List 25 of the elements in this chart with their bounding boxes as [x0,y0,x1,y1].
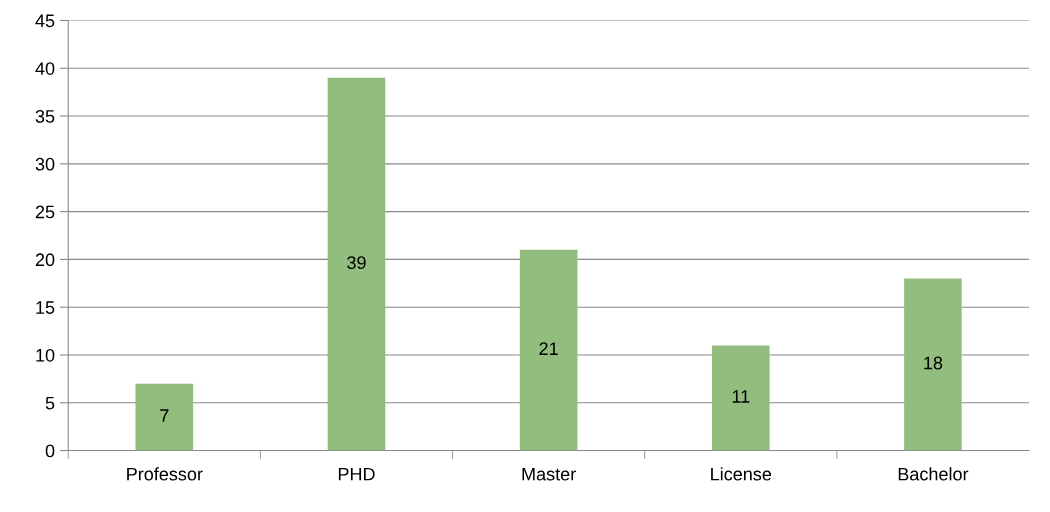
bar [904,278,962,451]
data-label: 39 [347,256,366,270]
bar [135,383,194,451]
y-tick-label: 20 [35,253,55,267]
data-label: 21 [539,342,558,355]
bar [711,345,770,451]
x-tick-label: PHD [338,467,375,481]
y-tick-label: 0 [45,444,55,458]
data-label: 7 [160,409,169,422]
x-tick-label: Master [522,467,576,481]
y-tick-label: 40 [35,62,55,75]
y-tick-label: 5 [45,396,55,410]
x-tick-label: Bachelor [898,467,969,481]
bar [519,249,578,451]
data-label: 18 [924,356,943,370]
y-tick-label: 10 [36,348,55,362]
data-label: 11 [732,390,750,403]
y-tick-label: 35 [35,109,55,123]
x-tick-label: Professor [127,467,203,481]
y-tick-label: 30 [35,157,55,171]
y-tick-label: 45 [35,14,55,28]
y-tick-label: 25 [35,205,55,219]
bar [327,77,386,451]
x-tick-label: License [711,467,772,481]
y-tick-label: 15 [36,301,55,314]
